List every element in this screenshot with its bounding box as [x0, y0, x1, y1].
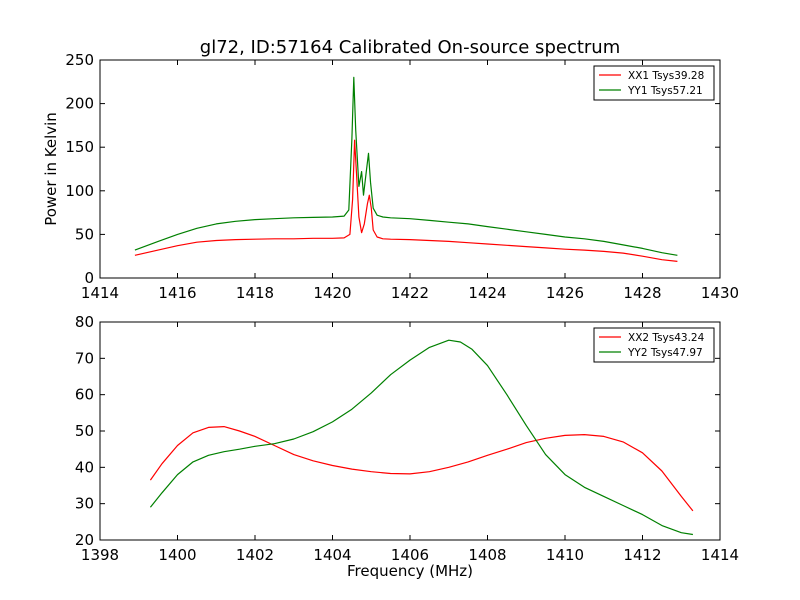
chart-0-x-tick-label: 1414: [81, 284, 119, 302]
chart-1-x-axis-label: Frequency (MHz): [347, 562, 473, 580]
chart-1-x-tick-label: 1414: [701, 546, 739, 564]
chart-1-y-tick-label: 20: [75, 531, 94, 549]
chart-0-y-tick-label: 150: [65, 138, 94, 156]
chart-0-y-tick-label: 200: [65, 95, 94, 113]
chart-0-y-tick-label: 250: [65, 51, 94, 69]
chart-0-x-tick-label: 1418: [236, 284, 274, 302]
chart-0-x-tick-label: 1422: [391, 284, 429, 302]
chart-0-legend-label-2: YY1 Tsys57.21: [627, 85, 703, 97]
top-panel-xx1-yy1: 1414 1416 1418 1420 1422 1424 1426 1428 1430 0 50 1…: [42, 51, 739, 302]
chart-1-legend-label-1: XX2 Tsys43.24: [628, 332, 705, 344]
chart-0-y-tick-label: 0: [84, 269, 94, 287]
chart-1-x-tick-label: 1404: [313, 546, 351, 564]
chart-1-y-tick-label: 50: [75, 422, 94, 440]
chart-0-x-tick-label: 1430: [701, 284, 739, 302]
chart-0-y-tick-label: 100: [65, 182, 94, 200]
chart-0-x-tick-label: 1428: [623, 284, 661, 302]
chart-1-x-tick-label: 1398: [81, 546, 119, 564]
chart-1-series-2-line: [149, 339, 693, 536]
bottom-panel-xx2-yy2: 1398 1400 1402 1404 1406 1408 1410 1412 1414 20 30…: [75, 313, 739, 580]
chart-1-x-tick-label: 1406: [391, 546, 429, 564]
chart-1-y-tick-label: 30: [75, 495, 94, 513]
chart-1-y-tick-label: 40: [75, 458, 94, 476]
chart-1-x-tick-label: 1412: [623, 546, 661, 564]
chart-1-x-tick-label: 1400: [158, 546, 196, 564]
chart-0-y-tick-label: 50: [75, 225, 94, 243]
chart-1-legend-box: [593, 327, 715, 363]
chart-0-x-tick-label: 1426: [546, 284, 584, 302]
chart-0-x-tick-label: 1416: [158, 284, 196, 302]
chart-0-series-2-line: [134, 76, 678, 256]
chart-1-legend-label-2: YY2 Tsys47.97: [627, 347, 703, 359]
chart-0-series-1-line: [134, 139, 678, 262]
figure-title: gl72, ID:57164 Calibrated On-source spec…: [200, 37, 620, 58]
chart-1-x-tick-label: 1402: [236, 546, 274, 564]
chart-1-series-1-line: [149, 426, 694, 512]
chart-1-y-tick-label: 60: [75, 386, 94, 404]
chart-1-x-tick-label: 1410: [546, 546, 584, 564]
chart-0-x-tick-label: 1424: [468, 284, 506, 302]
chart-1-y-tick-label: 80: [75, 313, 94, 331]
chart-1-y-tick-label: 70: [75, 349, 94, 367]
chart-0-legend-label-1: XX1 Tsys39.28: [628, 70, 704, 82]
chart-0-y-axis-label: Power in Kelvin: [42, 112, 60, 226]
chart-0-x-tick-label: 1420: [313, 284, 351, 302]
chart-0-legend-box: [593, 65, 715, 101]
chart-1-x-tick-label: 1408: [468, 546, 506, 564]
